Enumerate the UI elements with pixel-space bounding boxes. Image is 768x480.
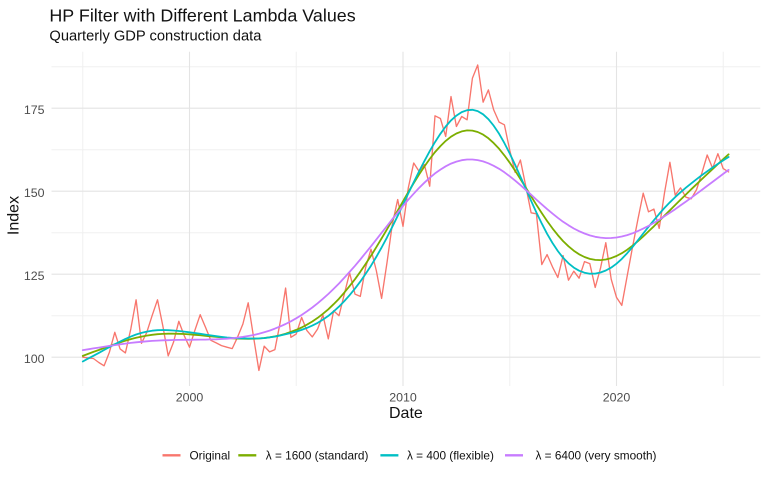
svg-text:Date: Date [389,405,423,422]
svg-text:2020: 2020 [603,390,631,404]
svg-text:2010: 2010 [389,390,417,404]
svg-text:150: 150 [24,186,45,200]
svg-text:λ = 1600 (standard): λ = 1600 (standard) [266,448,369,462]
svg-text:λ = 400 (flexible): λ = 400 (flexible) [407,448,494,462]
svg-text:Original: Original [190,448,231,462]
svg-text:2000: 2000 [176,390,204,404]
svg-text:175: 175 [24,103,45,117]
svg-text:Quarterly GDP construction dat: Quarterly GDP construction data [49,29,262,45]
svg-text:125: 125 [24,269,45,283]
svg-text:Index: Index [5,196,22,235]
svg-text:100: 100 [24,352,45,366]
svg-text:λ = 6400 (very smooth): λ = 6400 (very smooth) [536,448,657,462]
svg-text:HP Filter with Different Lambd: HP Filter with Different Lambda Values [49,6,355,26]
